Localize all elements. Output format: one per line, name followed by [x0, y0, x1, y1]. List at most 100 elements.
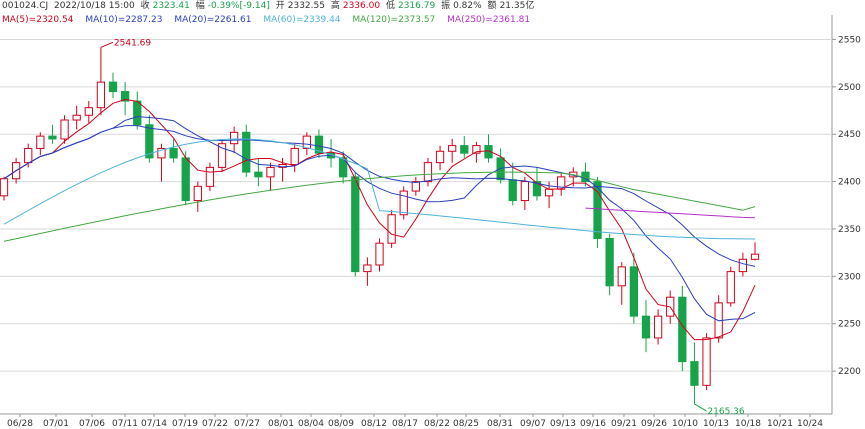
candle-body	[411, 181, 420, 192]
candle-body	[423, 162, 433, 183]
ma5-legend[interactable]: MA(5)=2320.54	[2, 15, 74, 25]
candle-body	[629, 266, 639, 317]
ma5-line	[3, 98, 756, 341]
ma10-line	[3, 116, 756, 322]
x-tick-label: 10/13	[703, 419, 729, 429]
candle-body	[738, 258, 748, 273]
ma20-line	[3, 125, 756, 267]
x-tick-label: 09/07	[520, 419, 546, 429]
y-tick-label: 2300	[838, 272, 861, 282]
annotation-leader	[694, 403, 707, 412]
y-tick-label: 2500	[838, 83, 861, 93]
x-tick-label: 07/27	[234, 419, 260, 429]
x-tick-label: 07/22	[202, 419, 228, 429]
x-tick-label: 10/24	[797, 419, 823, 429]
candle-body	[399, 190, 408, 216]
x-tick-label: 08/04	[298, 419, 324, 429]
y-tick-label: 2250	[838, 320, 861, 330]
candle-body	[641, 315, 651, 339]
candle-body	[387, 214, 396, 244]
x-tick-label: 08/12	[361, 419, 387, 429]
x-tick-label: 09/16	[580, 419, 606, 429]
annotation-leader	[100, 41, 114, 48]
ma250-legend[interactable]: MA(250)=2361.81	[447, 15, 531, 25]
ma-legend: MA(5)=2320.54 MA(10)=2287.23 MA(20)=2261…	[2, 15, 539, 26]
candle-body	[544, 188, 554, 197]
ma60-line	[3, 138, 756, 240]
x-tick-label: 08/01	[268, 419, 294, 429]
candle-body	[520, 181, 529, 202]
ma20-legend[interactable]: MA(20)=2261.61	[174, 15, 252, 25]
open-value: 2332.55	[287, 1, 325, 11]
candle-body	[193, 185, 202, 202]
datetime: 2022/10/18 15:00	[54, 1, 135, 11]
amount-value: 21.35亿	[499, 1, 535, 11]
candle-body	[375, 242, 384, 266]
candle-body	[254, 171, 263, 178]
y-tick-label: 2450	[838, 130, 861, 140]
x-tick-label: 09/21	[611, 419, 637, 429]
close-label: 收	[140, 1, 150, 11]
x-tick-label: 08/09	[328, 419, 354, 429]
x-tick-label: 07/14	[141, 419, 167, 429]
candle-body	[0, 178, 9, 197]
candle-body	[351, 176, 360, 273]
candle-body	[157, 147, 166, 159]
candle-body	[230, 131, 239, 145]
x-tick-label: 10/18	[735, 419, 761, 429]
y-tick-label: 2350	[838, 225, 861, 235]
x-tick-label: 07/01	[43, 419, 69, 429]
candle-body	[290, 147, 299, 166]
amount-label: 额	[487, 1, 497, 11]
candle-body	[532, 181, 542, 197]
candle-body	[617, 266, 626, 287]
x-tick-label: 08/22	[424, 419, 450, 429]
high-value: 2336.00	[342, 1, 381, 11]
candle-body	[653, 315, 663, 339]
candle-body	[726, 271, 735, 304]
candle-body	[750, 253, 760, 260]
candle-body	[302, 135, 311, 149]
candle-body	[96, 81, 106, 109]
quote-header: 001024.CJ 2022/10/18 15:00 收 2323.41 幅 -0.…	[2, 1, 537, 12]
candle-body	[605, 237, 614, 287]
candle-body	[314, 135, 324, 154]
ma120-legend[interactable]: MA(120)=2373.57	[352, 15, 436, 25]
candle-body	[205, 166, 215, 187]
x-tick-label: 09/26	[641, 419, 667, 429]
open-label: 开	[275, 1, 285, 11]
candle-body	[36, 135, 45, 149]
candle-body	[133, 100, 142, 126]
close-value: 2323.41	[152, 1, 190, 11]
price-annotation: 2541.69	[114, 38, 151, 48]
x-tick-label: 09/13	[550, 419, 576, 429]
low-value: 2316.79	[397, 1, 436, 11]
ma10-legend[interactable]: MA(10)=2287.23	[85, 15, 163, 25]
candle-body	[217, 143, 227, 168]
candle-body	[108, 81, 118, 93]
candle-body	[435, 150, 445, 164]
candle-body	[460, 145, 469, 154]
x-tick-label: 08/31	[487, 419, 513, 429]
y-tick-label: 2550	[838, 35, 861, 45]
low-label: 低	[385, 1, 395, 11]
ma60-legend[interactable]: MA(60)=2339.44	[263, 15, 341, 25]
candle-body	[48, 135, 57, 140]
candle-body	[84, 107, 93, 116]
price-annotation: 2165.36	[707, 407, 744, 417]
candle-body	[484, 145, 493, 159]
y-tick-label: 2200	[838, 367, 861, 377]
candle-body	[593, 181, 602, 239]
candle-body	[339, 157, 348, 178]
candle-body	[169, 147, 178, 159]
candle-body	[448, 145, 457, 152]
candle-body	[266, 166, 275, 178]
candle-body	[472, 145, 481, 154]
candle-body	[363, 264, 372, 273]
ma120-line	[3, 171, 756, 242]
security-code: 001024.CJ	[2, 1, 49, 11]
candle-body	[120, 91, 130, 102]
candle-body	[702, 337, 711, 386]
amplitude-label: 振	[441, 1, 451, 11]
